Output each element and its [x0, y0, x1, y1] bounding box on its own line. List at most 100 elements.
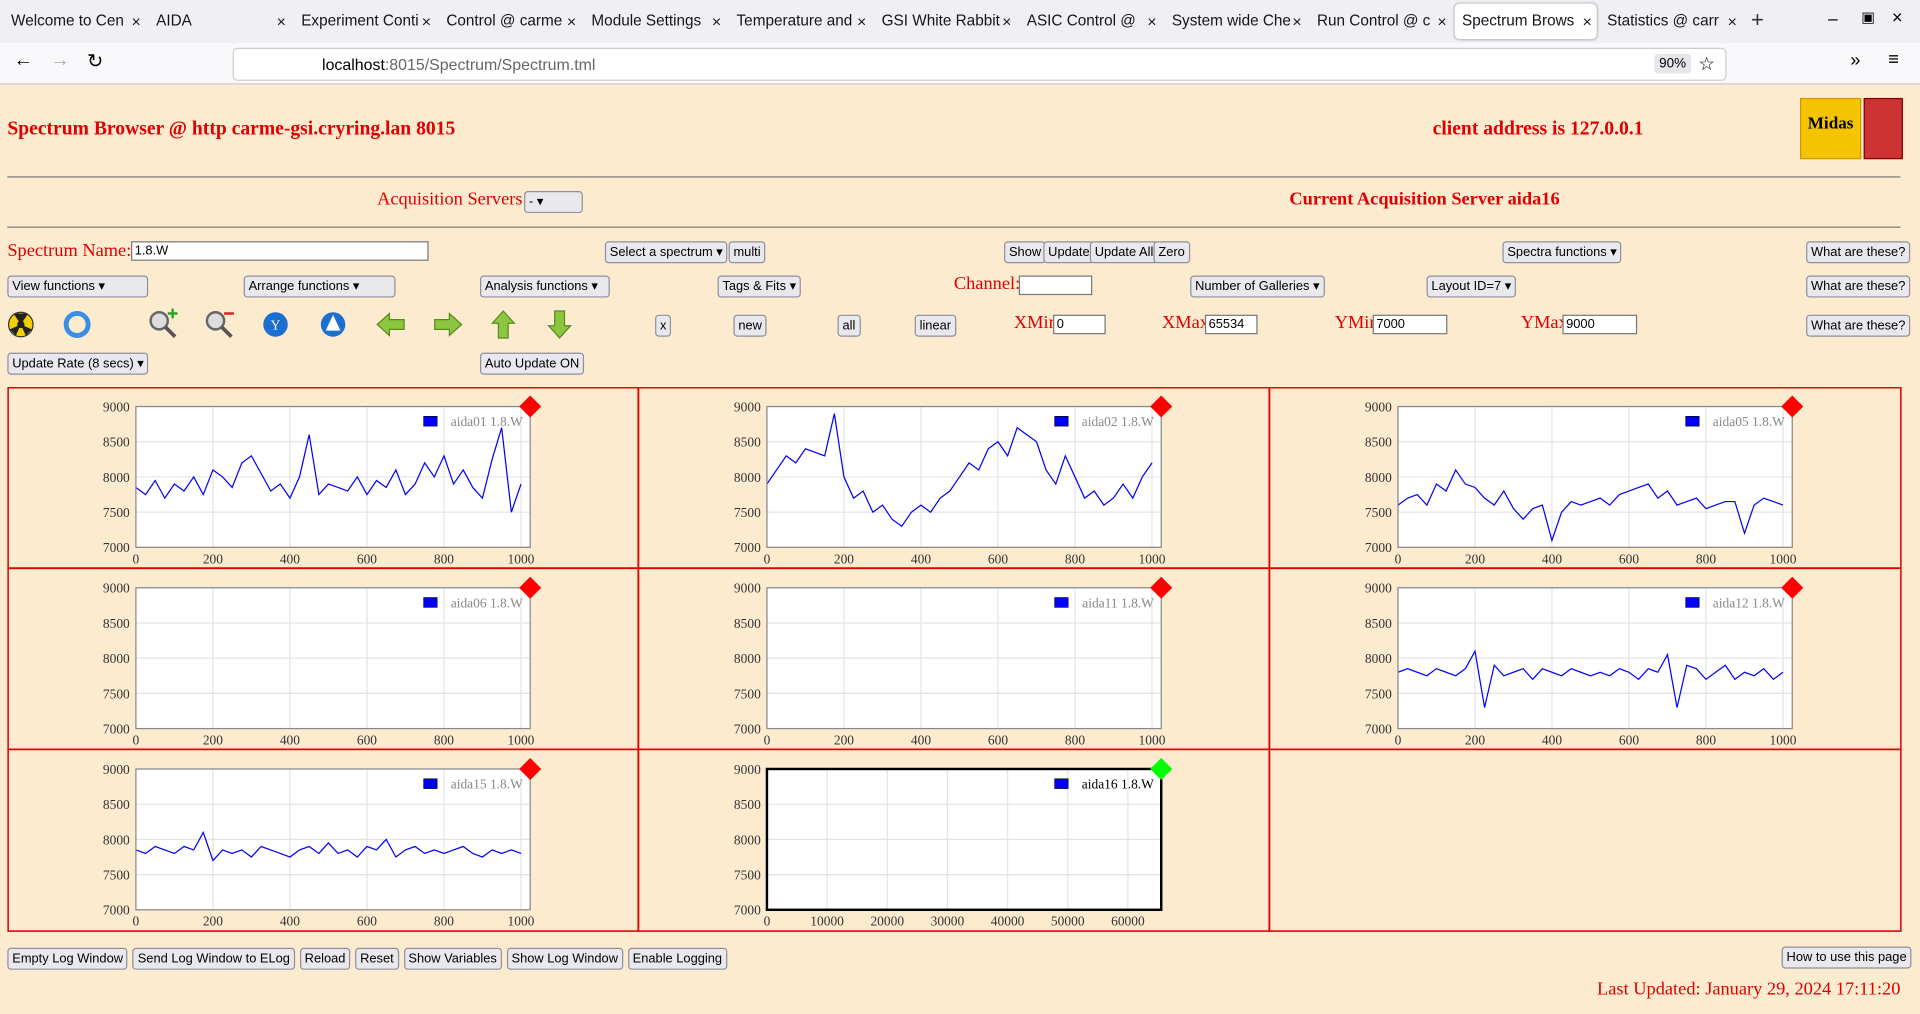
- spectrum-plot[interactable]: 7000 7500 8000 8500 9000 0 200 400 600 800 1000 aid…: [1365, 395, 1804, 567]
- spectrum-plot[interactable]: 7000 7500 8000 8500 9000 0 200 400 600 800 1000 aid…: [734, 576, 1173, 748]
- icon-down[interactable]: [547, 310, 572, 339]
- new-tab[interactable]: +: [1751, 7, 1764, 32]
- y-tick-label: 8000: [1365, 651, 1392, 666]
- all-button[interactable]: all: [837, 314, 861, 337]
- help-button[interactable]: What are these?: [1806, 275, 1911, 298]
- divider: [7, 176, 1901, 178]
- tab-close[interactable]: ×: [131, 12, 141, 31]
- tab-close[interactable]: ×: [1292, 12, 1302, 31]
- tab-close[interactable]: ×: [857, 12, 867, 31]
- tags-fits[interactable]: Tags & Fits: [717, 275, 801, 298]
- browser-tab[interactable]: System wide Che ×: [1164, 4, 1306, 40]
- tab-bar: + – ▣ × Welcome to Cen × AIDA × Experiment C…: [0, 0, 1920, 43]
- arrange-functions[interactable]: Arrange functions: [243, 275, 396, 298]
- tab-close[interactable]: ×: [1147, 12, 1157, 31]
- update-button[interactable]: Update: [1043, 241, 1095, 264]
- multi-button[interactable]: multi: [728, 241, 766, 264]
- icon-refresh[interactable]: [63, 311, 91, 338]
- spectrum-plot[interactable]: 7000 7500 8000 8500 9000 0 10000 20000 30000 4000…: [734, 757, 1173, 929]
- view-functions[interactable]: View functions: [7, 275, 149, 298]
- tab-close[interactable]: ×: [711, 12, 722, 31]
- minimize[interactable]: –: [1828, 8, 1838, 29]
- footer-button[interactable]: Reload: [299, 947, 351, 970]
- x-tick-label: 10000: [810, 914, 844, 929]
- new-button[interactable]: new: [733, 314, 767, 337]
- x-button[interactable]: x: [655, 314, 672, 337]
- spectrum-trace: [1397, 649, 1784, 708]
- back[interactable]: ←: [13, 50, 34, 72]
- footer-button[interactable]: Show Variables: [403, 947, 502, 970]
- xmax-input[interactable]: 65534: [1204, 314, 1258, 335]
- tab-close[interactable]: ×: [421, 12, 432, 31]
- footer-button[interactable]: Reset: [355, 947, 399, 970]
- spectrum-plot[interactable]: 7000 7500 8000 8500 9000 0 200 400 600 800 1000 aid…: [1365, 576, 1804, 748]
- tab-close[interactable]: ×: [276, 12, 286, 31]
- browser-tab[interactable]: Run Control @ c ×: [1310, 4, 1452, 40]
- icon-radiation[interactable]: [7, 311, 34, 338]
- browser-tab[interactable]: Welcome to Cen ×: [4, 4, 146, 40]
- icon-right[interactable]: [434, 312, 463, 337]
- spectrum-plot[interactable]: 7000 7500 8000 8500 9000 0 200 400 600 800 1000 aid…: [103, 395, 542, 567]
- tab-close[interactable]: ×: [1580, 3, 1592, 40]
- legend-label: aida01 1.8.W: [451, 414, 523, 429]
- layout-select[interactable]: Layout ID=7: [1426, 275, 1517, 298]
- select-spectrum[interactable]: Select a spectrum: [604, 241, 728, 264]
- spectrum-name-input[interactable]: 1.8.W: [131, 241, 429, 261]
- update-rate[interactable]: Update Rate (8 secs): [7, 352, 149, 375]
- browser-tab[interactable]: GSI White Rabbit ×: [874, 4, 1016, 40]
- analysis-functions[interactable]: Analysis functions: [480, 275, 610, 298]
- zero-button[interactable]: Zero: [1153, 241, 1190, 264]
- footer-button[interactable]: Enable Logging: [627, 947, 727, 970]
- forward[interactable]: →: [50, 50, 70, 72]
- icon-zoom-in[interactable]: [149, 308, 178, 339]
- spectrum-plot[interactable]: 7000 7500 8000 8500 9000 0 200 400 600 800 1000 aid…: [103, 576, 542, 748]
- x-tick-label: 600: [988, 732, 1008, 747]
- icon-zoom-out[interactable]: [205, 311, 234, 339]
- browser-tab[interactable]: Control @ carme ×: [439, 4, 581, 40]
- menu[interactable]: ≡: [1888, 48, 1899, 70]
- url-bar[interactable]: localhost:8015/Spectrum/Spectrum.tml 90%…: [232, 47, 1727, 81]
- update-all-button[interactable]: Update All: [1089, 241, 1159, 264]
- galleries-select[interactable]: Number of Galleries: [1190, 275, 1325, 298]
- overflow[interactable]: »: [1850, 50, 1861, 72]
- browser-tab[interactable]: AIDA ×: [149, 4, 291, 40]
- x-tick-label: 200: [834, 732, 854, 747]
- channel-input[interactable]: [1018, 275, 1093, 296]
- bookmark[interactable]: ☆: [1698, 53, 1715, 75]
- footer-button[interactable]: Send Log Window to ELog: [132, 947, 295, 970]
- help-button[interactable]: What are these?: [1806, 241, 1911, 264]
- icon-up[interactable]: [490, 310, 516, 339]
- how-to-button[interactable]: How to use this page: [1781, 946, 1912, 969]
- tab-close[interactable]: ×: [1727, 12, 1737, 31]
- tab-close[interactable]: ×: [566, 12, 577, 31]
- browser-tab[interactable]: Statistics @ carr ×: [1600, 4, 1742, 40]
- spectrum-plot[interactable]: 7000 7500 8000 8500 9000 0 200 400 600 800 1000 aid…: [103, 757, 542, 929]
- spectra-functions[interactable]: Spectra functions: [1502, 241, 1622, 264]
- close-window[interactable]: ×: [1891, 7, 1903, 29]
- icon-y-down[interactable]: Y: [263, 312, 288, 337]
- show-button[interactable]: Show: [1004, 241, 1047, 264]
- footer-button[interactable]: Show Log Window: [506, 947, 623, 970]
- tab-close[interactable]: ×: [1437, 12, 1447, 31]
- browser-tab[interactable]: Experiment Conti ×: [294, 4, 436, 40]
- browser-tab[interactable]: Module Settings ×: [584, 4, 726, 40]
- tab-close[interactable]: ×: [1002, 12, 1012, 31]
- browser-tab[interactable]: ASIC Control @ ×: [1019, 4, 1161, 40]
- reload[interactable]: ↻: [86, 51, 104, 73]
- footer-button[interactable]: Empty Log Window: [7, 947, 128, 970]
- maximize[interactable]: ▣: [1861, 8, 1876, 26]
- y-tick-label: 7500: [103, 686, 130, 701]
- help-button[interactable]: What are these?: [1806, 314, 1911, 337]
- icon-y-up[interactable]: [320, 312, 346, 337]
- browser-tab[interactable]: Spectrum Brows ×: [1454, 3, 1597, 40]
- spectrum-plot[interactable]: 7000 7500 8000 8500 9000 0 200 400 600 800 1000 aid…: [734, 395, 1173, 567]
- browser-tab[interactable]: Temperature and ×: [729, 4, 871, 40]
- zoom[interactable]: 90%: [1654, 53, 1692, 74]
- xmin-input[interactable]: 0: [1053, 314, 1106, 335]
- auto-update-button[interactable]: Auto Update ON: [480, 352, 585, 375]
- icon-left[interactable]: [376, 312, 405, 337]
- ymax-input[interactable]: 9000: [1562, 314, 1638, 335]
- ymin-input[interactable]: 7000: [1372, 314, 1448, 335]
- acq-select[interactable]: -: [524, 191, 583, 214]
- linear-button[interactable]: linear: [914, 314, 956, 337]
